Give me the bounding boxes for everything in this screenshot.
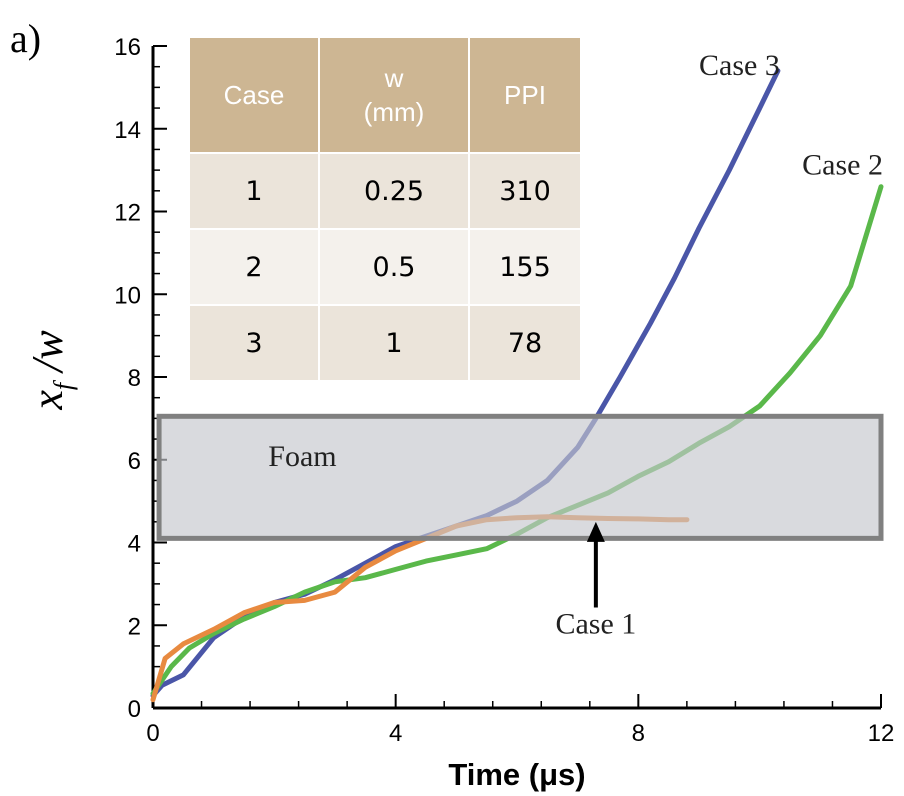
table-header-row: Case w (mm) PPI [188, 36, 582, 154]
case-1-arrow-head [586, 521, 605, 542]
annotation-case-3: Case 3 [699, 49, 780, 82]
y-tick-label: 10 [114, 282, 141, 309]
table-cell: 1 [318, 304, 470, 382]
x-tick-label: 0 [146, 720, 159, 747]
y-tick-label: 6 [128, 448, 141, 475]
y-tick-label: 14 [114, 117, 141, 144]
x-axis-label: Time (μs) [448, 757, 585, 792]
y-tick-label: 12 [114, 200, 141, 227]
y-tick-label: 0 [128, 696, 141, 723]
table-header-case-label: Case [223, 80, 285, 110]
y-axis-label: xf /w [23, 330, 78, 411]
table-cell: 3 [188, 304, 320, 382]
table-row: 1 0.25 310 [188, 152, 582, 230]
y-tick-label: 8 [128, 365, 141, 392]
table-header-w-unit: (mm) [363, 97, 425, 127]
table-row: 2 0.5 155 [188, 228, 582, 306]
y-axis-label-sub: f [49, 379, 78, 390]
parameters-table: Case w (mm) PPI 1 0.25 310 2 0.5 155 3 1 … [188, 36, 582, 382]
y-tick-label: 2 [128, 613, 141, 640]
table-cell: 310 [468, 152, 582, 230]
table-header-case: Case [188, 36, 320, 154]
table-cell: 2 [188, 228, 320, 306]
table-cell: 1 [188, 152, 320, 230]
table-header-w-label: w [384, 63, 404, 93]
table-header-w: w (mm) [318, 36, 470, 154]
annotation-foam: Foam [268, 440, 336, 473]
y-axis-label-rest: /w [23, 330, 72, 383]
table-cell: 0.5 [318, 228, 470, 306]
x-tick-label: 8 [632, 720, 645, 747]
table-cell: 0.25 [318, 152, 470, 230]
table-row: 3 1 78 [188, 304, 582, 382]
x-tick-label: 4 [389, 720, 402, 747]
table-header-ppi-label: PPI [504, 80, 546, 110]
table-header-ppi: PPI [468, 36, 582, 154]
annotation-case-1: Case 1 [555, 608, 636, 641]
y-axis-label-main: x [23, 390, 72, 411]
panel-label: a) [10, 16, 41, 61]
table-cell: 155 [468, 228, 582, 306]
foam-region [156, 413, 884, 541]
table-cell: 78 [468, 304, 582, 382]
annotation-case-2: Case 2 [802, 148, 883, 181]
x-tick-label: 12 [868, 720, 895, 747]
y-tick-label: 16 [114, 34, 141, 61]
y-tick-label: 4 [128, 531, 141, 558]
series-line-case-2 [150, 184, 884, 696]
